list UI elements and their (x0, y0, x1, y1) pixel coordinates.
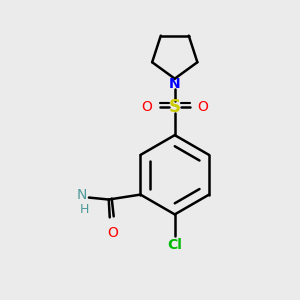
Text: S: S (169, 98, 181, 116)
Text: H: H (80, 202, 89, 215)
Text: O: O (198, 100, 208, 114)
Text: N: N (76, 188, 87, 202)
Text: O: O (107, 226, 118, 240)
Text: N: N (169, 76, 181, 91)
Text: O: O (141, 100, 152, 114)
Text: Cl: Cl (167, 238, 182, 252)
